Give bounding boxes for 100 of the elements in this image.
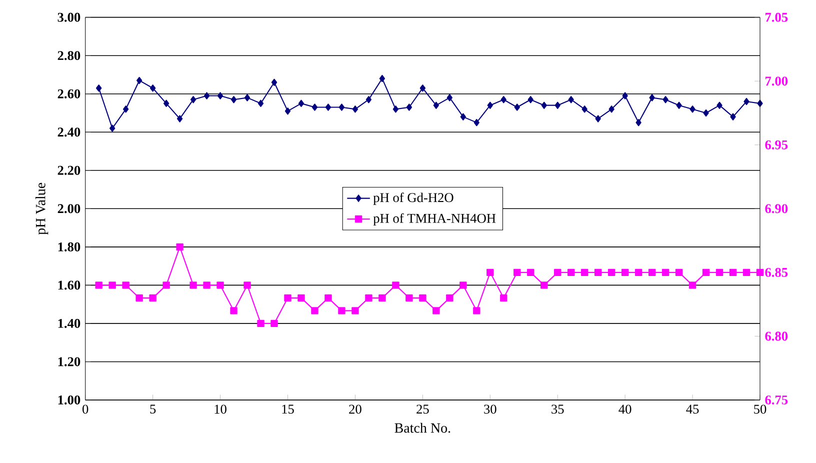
y2-tick-label: 6.75 — [765, 396, 788, 405]
point — [568, 96, 574, 104]
point — [473, 307, 480, 314]
point — [742, 269, 750, 276]
point — [649, 94, 655, 102]
point — [648, 269, 656, 276]
legend-label: pH of TMHA-NH4OH — [373, 213, 496, 226]
point — [432, 307, 440, 314]
x-tick-label: 0 — [82, 404, 88, 414]
y2-tick-label: 6.90 — [765, 204, 788, 214]
y-tick-label: 1.00 — [58, 396, 80, 405]
point — [365, 294, 372, 302]
point — [608, 106, 614, 113]
point — [230, 307, 238, 314]
point — [730, 113, 736, 121]
point — [554, 269, 562, 276]
point — [744, 98, 750, 106]
point — [190, 96, 196, 104]
point — [486, 269, 494, 276]
point — [258, 100, 264, 108]
point — [244, 94, 250, 102]
point — [594, 269, 602, 276]
point — [352, 106, 358, 113]
x-tick-label: 15 — [282, 404, 294, 414]
point — [582, 106, 588, 113]
point — [567, 269, 575, 276]
x-tick-label: 10 — [214, 404, 226, 414]
point — [716, 269, 724, 276]
point — [203, 282, 210, 289]
point — [338, 104, 345, 112]
point — [96, 84, 102, 92]
point — [176, 115, 183, 123]
point — [312, 104, 318, 112]
point — [271, 78, 278, 86]
point — [217, 92, 224, 100]
point — [716, 102, 722, 110]
point — [460, 282, 467, 289]
y-tick-label: 1.60 — [58, 280, 80, 290]
point — [244, 282, 251, 289]
point — [419, 294, 426, 302]
point — [580, 269, 588, 276]
x-tick-label: 25 — [416, 404, 429, 414]
y2-tick-label: 6.85 — [765, 268, 788, 278]
point — [662, 96, 668, 104]
point — [95, 282, 102, 289]
y-tick-label: 1.20 — [58, 357, 80, 366]
point — [284, 294, 292, 302]
point — [540, 282, 548, 289]
point — [500, 96, 506, 104]
point — [688, 282, 696, 289]
y-tick-label: 2.00 — [58, 204, 80, 214]
point — [284, 108, 291, 115]
point — [500, 294, 508, 302]
x-tick-label: 5 — [150, 404, 156, 414]
point — [621, 269, 629, 276]
point — [392, 106, 399, 113]
y-tick-label: 1.80 — [58, 242, 80, 252]
x-tick-label: 45 — [686, 404, 699, 414]
x-tick-label: 50 — [754, 404, 766, 414]
point — [446, 294, 454, 302]
x-tick-label: 35 — [552, 404, 564, 414]
point — [729, 269, 737, 276]
point — [108, 282, 116, 289]
point — [270, 320, 278, 328]
point — [634, 269, 642, 276]
point — [109, 124, 116, 132]
point — [662, 269, 670, 276]
point — [298, 100, 304, 108]
point — [379, 75, 386, 82]
point — [703, 110, 709, 117]
point — [338, 307, 346, 314]
point — [162, 282, 170, 289]
y-axis-title: pH Value — [35, 183, 48, 235]
point — [366, 96, 372, 104]
legend-label: pH of Gd-H2O — [373, 192, 454, 206]
y2-tick-label: 6.95 — [765, 140, 788, 150]
point — [420, 84, 426, 92]
y-tick-label: 1.40 — [58, 319, 80, 328]
point — [675, 269, 683, 276]
x-tick-label: 30 — [484, 404, 496, 414]
y2-tick-label: 7.00 — [765, 76, 788, 86]
y-tick-label: 2.20 — [58, 166, 80, 176]
point — [257, 320, 264, 328]
point — [460, 113, 466, 121]
point — [446, 94, 452, 102]
y-tick-label: 3.00 — [58, 12, 80, 22]
point — [690, 106, 696, 113]
point — [136, 77, 142, 84]
point — [298, 294, 305, 302]
y-tick-label: 2.60 — [58, 90, 80, 99]
point — [392, 282, 400, 289]
point — [636, 119, 642, 126]
point — [311, 307, 318, 314]
point — [554, 102, 560, 110]
x-axis-title: Batch No. — [394, 423, 450, 433]
point — [433, 102, 439, 110]
point — [608, 269, 616, 276]
point — [136, 294, 143, 302]
point — [352, 307, 359, 314]
y2-tick-label: 6.80 — [765, 332, 788, 341]
